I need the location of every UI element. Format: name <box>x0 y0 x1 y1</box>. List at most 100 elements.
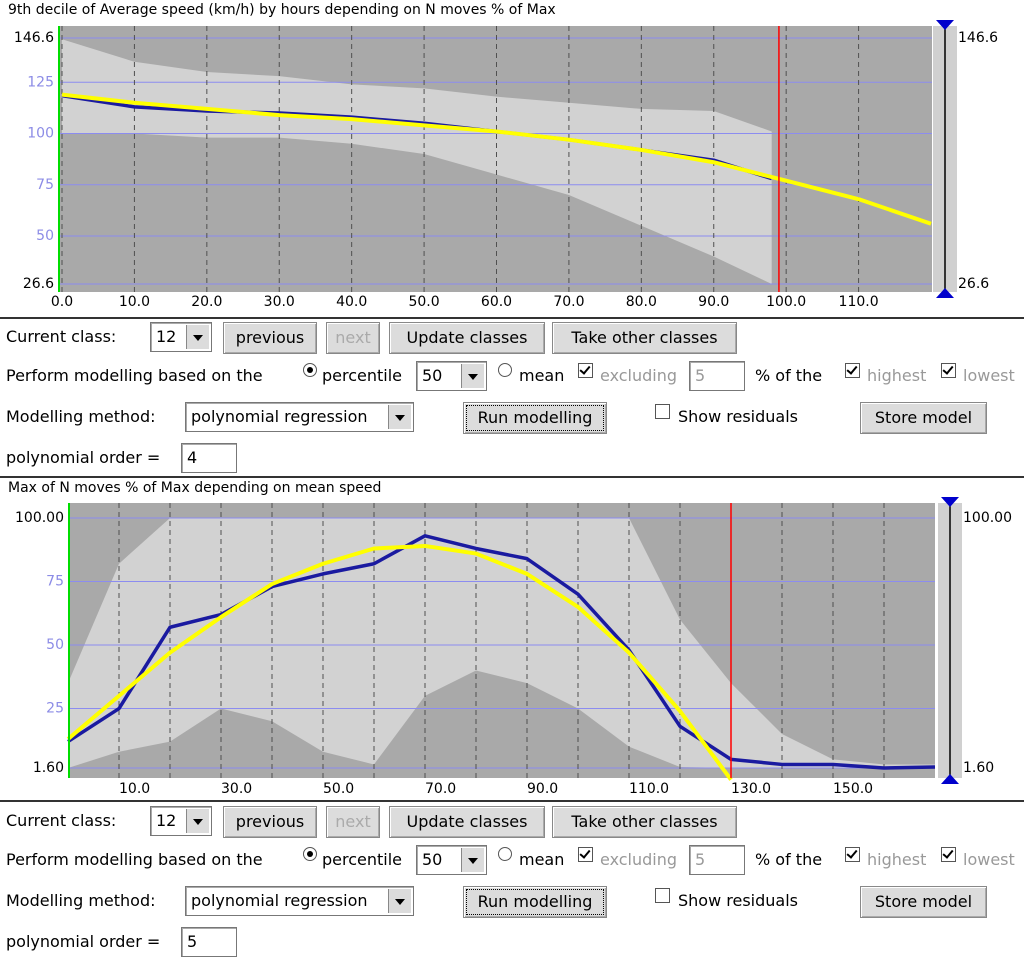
residuals-checkbox[interactable] <box>655 888 670 903</box>
label: Current class: <box>6 811 117 830</box>
lowest-checkbox[interactable] <box>941 363 956 378</box>
label: polynomial order = <box>6 448 161 467</box>
y-tick-label: 146.6 <box>14 30 54 46</box>
x-tick-label: 70.0 <box>553 294 584 310</box>
class-select[interactable]: 12 <box>150 322 212 352</box>
label: Show residuals <box>678 891 798 910</box>
x-tick-label: 130.0 <box>731 781 771 797</box>
x-tick-label: 100.0 <box>766 294 806 310</box>
chart-title: Max of N moves % of Max depending on mea… <box>8 480 381 496</box>
x-tick-label: 90.0 <box>527 781 558 797</box>
percentile-select[interactable]: 50 <box>416 361 487 391</box>
y-tick-label: 26.6 <box>23 276 54 292</box>
store-model-button[interactable]: Store model <box>860 886 987 918</box>
range-min-label: 26.6 <box>958 276 989 292</box>
y-tick-label: 100 <box>27 126 54 142</box>
percentile-radio[interactable] <box>303 363 317 377</box>
x-tick-label: 50.0 <box>323 781 354 797</box>
range-handle[interactable] <box>941 497 959 507</box>
x-tick-label: 60.0 <box>481 294 512 310</box>
next-button: next <box>326 806 380 838</box>
label: highest <box>867 850 927 869</box>
label: highest <box>867 366 927 385</box>
order-input[interactable]: 5 <box>181 927 237 957</box>
x-tick-label: 70.0 <box>425 781 456 797</box>
separator <box>0 317 1024 319</box>
y-tick-label: 100.00 <box>15 510 64 526</box>
excluding-checkbox[interactable] <box>578 847 593 862</box>
y-tick-label: 50 <box>36 228 54 244</box>
label: excluding <box>600 366 678 385</box>
range-max-label: 100.00 <box>963 510 1012 526</box>
lowest-checkbox[interactable] <box>941 847 956 862</box>
series-line <box>61 92 932 226</box>
run-modelling-button[interactable]: Run modelling <box>463 402 607 434</box>
series-line <box>67 534 936 770</box>
x-tick-label: 110.0 <box>839 294 879 310</box>
chart-title: 9th decile of Average speed (km/h) by ho… <box>8 2 556 18</box>
residuals-checkbox[interactable] <box>655 404 670 419</box>
x-tick-label: 110.0 <box>629 781 669 797</box>
separator <box>0 476 1024 478</box>
label: Perform modelling based on the <box>6 366 263 385</box>
label: Show residuals <box>678 407 798 426</box>
y-tick-label: 75 <box>46 574 64 590</box>
chart: 26.6 50 75 100 125 146.6 0.0 10.0 20.0 30.0 40.0 50… <box>8 2 998 310</box>
x-tick-label: 30.0 <box>264 294 295 310</box>
range-band <box>62 39 772 285</box>
excluding-checkbox[interactable] <box>578 363 593 378</box>
y-tick-label: 125 <box>27 74 54 90</box>
percentile-select[interactable]: 50 <box>416 845 487 875</box>
range-handle[interactable] <box>936 288 954 298</box>
label: lowest <box>963 850 1015 869</box>
previous-button[interactable]: previous <box>223 806 317 838</box>
range-handle[interactable] <box>941 774 959 784</box>
chart: 1.60 25 50 75 100.00 10.0 30.0 50.0 70.0 90.0 110.… <box>8 480 1012 797</box>
y-tick-label: 75 <box>36 177 54 193</box>
order-input[interactable]: 4 <box>181 443 237 473</box>
x-tick-label: 0.0 <box>51 294 73 310</box>
y-tick-label: 1.60 <box>33 760 64 776</box>
label: % of the <box>755 850 823 869</box>
percentile-radio[interactable] <box>303 847 317 861</box>
previous-button[interactable]: previous <box>223 322 317 354</box>
update-classes-button[interactable]: Update classes <box>389 806 545 838</box>
excluding-input: 5 <box>689 845 745 875</box>
excluding-input: 5 <box>689 361 745 391</box>
method-select[interactable]: polynomial regression <box>185 886 414 916</box>
x-tick-label: 80.0 <box>626 294 657 310</box>
store-model-button[interactable]: Store model <box>860 402 987 434</box>
label: excluding <box>600 850 678 869</box>
run-modelling-button[interactable]: Run modelling <box>463 886 607 918</box>
x-tick-label: 30.0 <box>221 781 252 797</box>
update-classes-button[interactable]: Update classes <box>389 322 545 354</box>
x-tick-label: 10.0 <box>119 781 150 797</box>
mean-radio[interactable] <box>498 847 512 861</box>
y-tick-label: 25 <box>46 701 64 717</box>
class-select[interactable]: 12 <box>150 806 212 836</box>
range-handle[interactable] <box>936 20 954 30</box>
label: Perform modelling based on the <box>6 850 263 869</box>
x-tick-label: 90.0 <box>698 294 729 310</box>
label: Current class: <box>6 327 117 346</box>
x-tick-label: 40.0 <box>336 294 367 310</box>
series-line <box>66 543 733 781</box>
label: polynomial order = <box>6 932 161 951</box>
mean-radio[interactable] <box>498 363 512 377</box>
method-select[interactable]: polynomial regression <box>185 402 414 432</box>
label: lowest <box>963 366 1015 385</box>
x-tick-label: 20.0 <box>191 294 222 310</box>
y-tick-label: 50 <box>46 637 64 653</box>
take-other-classes-button[interactable]: Take other classes <box>552 322 737 354</box>
label: percentile <box>322 366 403 385</box>
highest-checkbox[interactable] <box>845 363 860 378</box>
take-other-classes-button[interactable]: Take other classes <box>552 806 737 838</box>
highest-checkbox[interactable] <box>845 847 860 862</box>
label: Modelling method: <box>6 407 156 426</box>
next-button: next <box>326 322 380 354</box>
label: Modelling method: <box>6 891 156 910</box>
separator <box>0 800 1024 802</box>
x-tick-label: 50.0 <box>408 294 439 310</box>
label: mean <box>519 850 565 869</box>
